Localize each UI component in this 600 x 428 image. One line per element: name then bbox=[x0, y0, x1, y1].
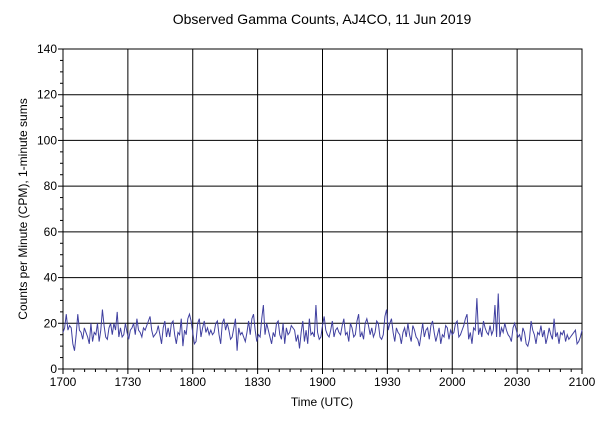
x-tick-label: 2030 bbox=[504, 375, 531, 389]
y-tick-label: 80 bbox=[44, 179, 58, 193]
x-tick-label: 1730 bbox=[115, 375, 142, 389]
x-tick-label: 1800 bbox=[179, 375, 206, 389]
x-tick-label: 1700 bbox=[50, 375, 77, 389]
y-tick-label: 120 bbox=[37, 88, 57, 102]
y-axis: 0 20 40 60 80 100 120 140 bbox=[37, 42, 63, 376]
x-axis-label: Time (UTC) bbox=[291, 395, 353, 409]
y-tick-label: 140 bbox=[37, 42, 57, 56]
y-axis-label: Counts per Minute (CPM), 1-minute sums bbox=[16, 98, 30, 319]
y-tick-label: 0 bbox=[50, 362, 57, 376]
y-tick-label: 100 bbox=[37, 133, 57, 147]
grid bbox=[62, 48, 583, 370]
x-tick-label: 2000 bbox=[439, 375, 466, 389]
chart-title: Observed Gamma Counts, AJ4CO, 11 Jun 201… bbox=[173, 11, 472, 27]
x-tick-label: 1830 bbox=[244, 375, 271, 389]
y-tick-label: 20 bbox=[44, 316, 58, 330]
x-axis: 1700 1730 1800 1830 1900 1930 2000 2030 2100 bbox=[50, 369, 596, 389]
x-tick-label: 1900 bbox=[309, 375, 336, 389]
y-tick-label: 60 bbox=[44, 225, 58, 239]
x-tick-label: 1930 bbox=[374, 375, 401, 389]
series-line bbox=[62, 293, 583, 351]
y-tick-label: 40 bbox=[44, 271, 58, 285]
x-tick-label: 2100 bbox=[569, 375, 596, 389]
